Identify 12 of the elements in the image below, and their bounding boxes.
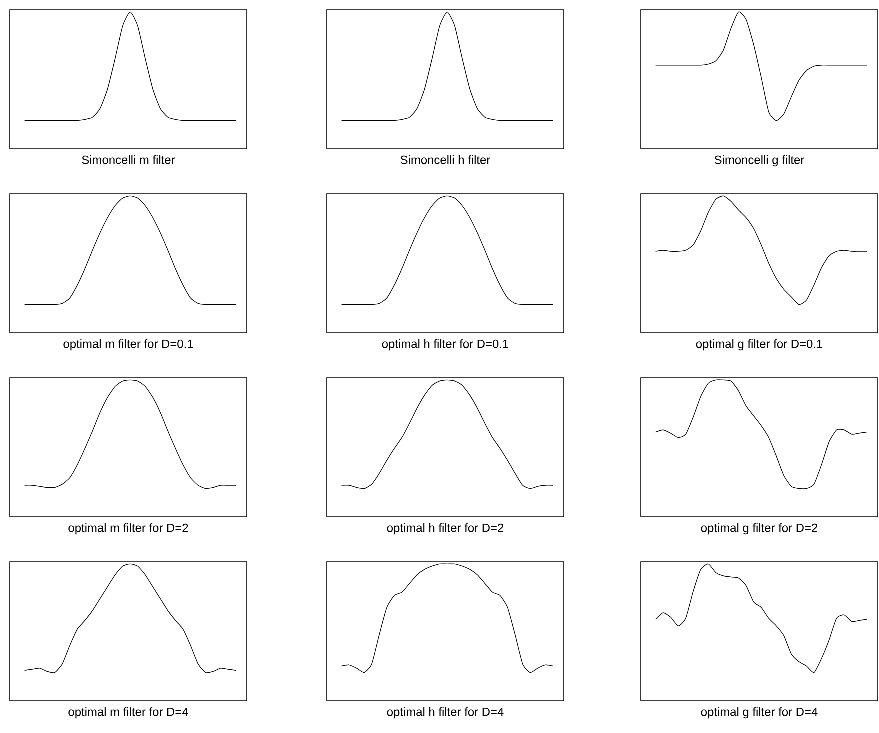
x-axis-title: optimal h filter for D=2 — [387, 524, 504, 535]
x-axis-title: Simoncelli h filter — [400, 156, 490, 164]
x-axis-title: Simoncelli m filter — [82, 156, 176, 164]
x-axis-title: optimal m filter for D=4 — [68, 708, 188, 719]
x-axis-title: optimal g filter for D=2 — [701, 524, 818, 535]
x-axis-title: optimal h filter for D=4 — [387, 708, 504, 719]
x-axis-title: optimal h filter for D=0.1 — [382, 340, 509, 351]
x-axis-title: optimal m filter for D=2 — [68, 524, 188, 535]
x-axis-title: Simoncelli g filter — [714, 156, 804, 167]
x-axis-title: optimal g filter for D=4 — [701, 708, 818, 719]
x-axis-title: optimal m filter for D=0.1 — [64, 340, 194, 351]
x-axis-title: optimal g filter for D=0.1 — [696, 340, 823, 351]
